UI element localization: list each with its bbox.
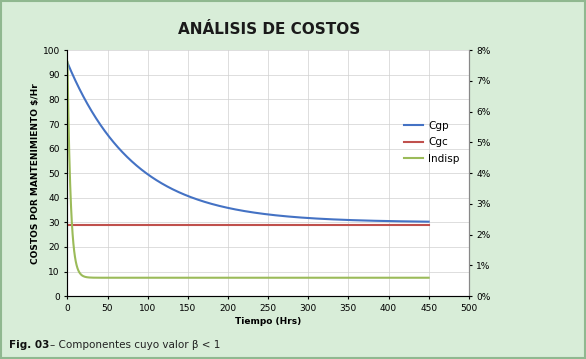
Cgc: [135, 223, 142, 227]
Indisp: [128, 276, 135, 280]
Text: Fig. 03: Fig. 03: [9, 340, 49, 350]
Line: Indisp: Indisp: [67, 62, 429, 278]
Indisp: [369, 276, 376, 280]
Cgp: [214, 204, 222, 208]
Cgp: [128, 159, 135, 163]
Indisp: [331, 276, 338, 280]
Cgc: [331, 223, 338, 227]
Cgc: [371, 223, 378, 227]
Line: Cgp: Cgp: [67, 63, 429, 222]
Y-axis label: COSTOS POR MANTENIMIENTO $/Hr: COSTOS POR MANTENIMIENTO $/Hr: [30, 83, 40, 264]
Cgc: [425, 223, 432, 227]
X-axis label: Tiempo (Hrs): Tiempo (Hrs): [235, 317, 301, 326]
Cgp: [369, 219, 376, 223]
Text: ANÁLISIS DE COSTOS: ANÁLISIS DE COSTOS: [178, 22, 361, 37]
Indisp: [425, 276, 432, 280]
Indisp: [64, 60, 71, 64]
Cgc: [369, 223, 376, 227]
Indisp: [135, 276, 142, 280]
Cgp: [331, 217, 338, 222]
Cgp: [64, 61, 71, 65]
Cgp: [371, 219, 378, 223]
Indisp: [215, 276, 222, 280]
Indisp: [371, 276, 378, 280]
Cgc: [64, 223, 71, 227]
Indisp: [192, 276, 199, 280]
Cgc: [214, 223, 222, 227]
Text: – Componentes cuyo valor β < 1: – Componentes cuyo valor β < 1: [50, 340, 220, 350]
Legend: Cgp, Cgc, Indisp: Cgp, Cgc, Indisp: [400, 117, 464, 168]
Cgc: [128, 223, 135, 227]
Cgp: [425, 219, 432, 224]
Cgp: [135, 165, 142, 169]
